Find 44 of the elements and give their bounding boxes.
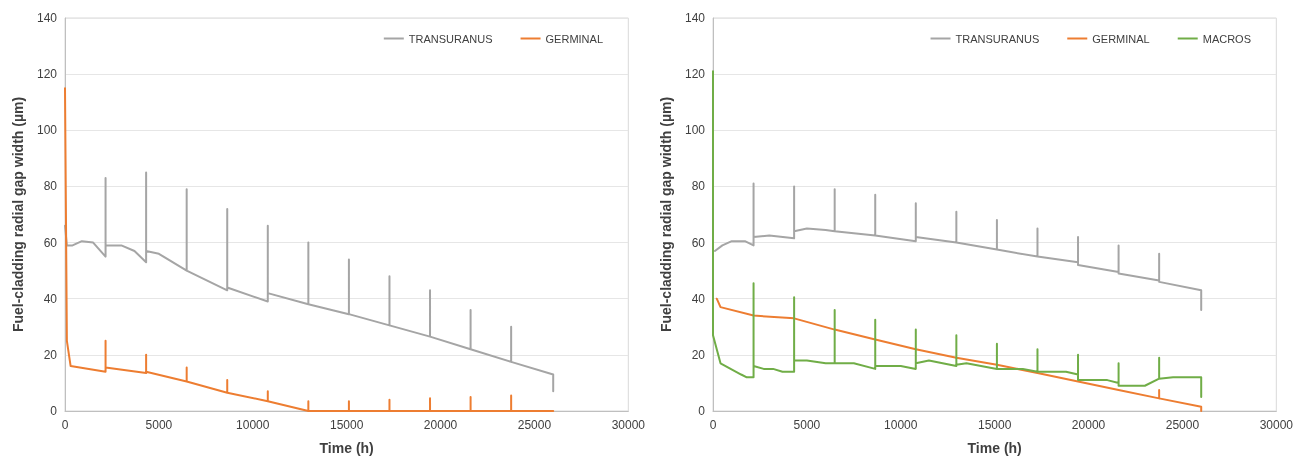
y-tick-label: 60	[43, 235, 58, 250]
x-tick-label: 0	[709, 418, 717, 432]
y-tick-label: 20	[43, 347, 58, 362]
y-tick-label: 140	[36, 11, 58, 25]
x-tick-label: 15000	[977, 418, 1012, 432]
legend-label: TRANSURANUS	[955, 32, 1040, 45]
legend-label: MACROS	[1202, 32, 1251, 45]
y-tick-label: 100	[36, 123, 58, 138]
y-tick-label: 40	[43, 291, 58, 306]
x-tick-label: 5000	[145, 418, 173, 432]
legend-label: TRANSURANUS	[408, 32, 493, 45]
x-tick-label: 20000	[1071, 418, 1106, 432]
y-axis-title: Fuel-cladding radial gap width (µm)	[658, 96, 674, 333]
y-tick-label: 40	[691, 291, 706, 306]
y-tick-label: 80	[691, 179, 706, 194]
x-axis-title: Time (h)	[967, 440, 1022, 456]
line-series	[715, 297, 1203, 412]
x-tick-label: 30000	[611, 418, 646, 432]
y-axis-title: Fuel-cladding radial gap width (µm)	[10, 96, 26, 333]
y-tick-label: 60	[691, 235, 706, 250]
line-series	[712, 70, 1203, 398]
x-tick-label: 10000	[884, 418, 918, 432]
y-tick-label: 0	[698, 404, 706, 418]
legend-label: GERMINAL	[1092, 32, 1150, 45]
x-tick-label: 25000	[1165, 418, 1200, 432]
x-tick-label: 20000	[423, 418, 458, 432]
y-tick-label: 120	[684, 67, 706, 82]
y-tick-label: 80	[43, 179, 58, 194]
x-tick-label: 0	[61, 418, 69, 432]
x-tick-label: 30000	[1259, 418, 1294, 432]
line-series	[64, 171, 555, 393]
line-series	[64, 87, 555, 412]
line-series	[713, 182, 1203, 311]
legend-label: GERMINAL	[545, 32, 604, 45]
y-tick-label: 140	[684, 11, 706, 25]
x-tick-label: 10000	[236, 418, 270, 432]
y-tick-label: 20	[691, 347, 706, 362]
x-axis-title: Time (h)	[319, 440, 374, 456]
x-tick-label: 25000	[517, 418, 552, 432]
y-tick-label: 100	[684, 123, 706, 138]
x-tick-label: 5000	[793, 418, 821, 432]
y-tick-label: 0	[50, 404, 58, 418]
x-tick-label: 15000	[329, 418, 364, 432]
y-tick-label: 120	[36, 67, 58, 82]
